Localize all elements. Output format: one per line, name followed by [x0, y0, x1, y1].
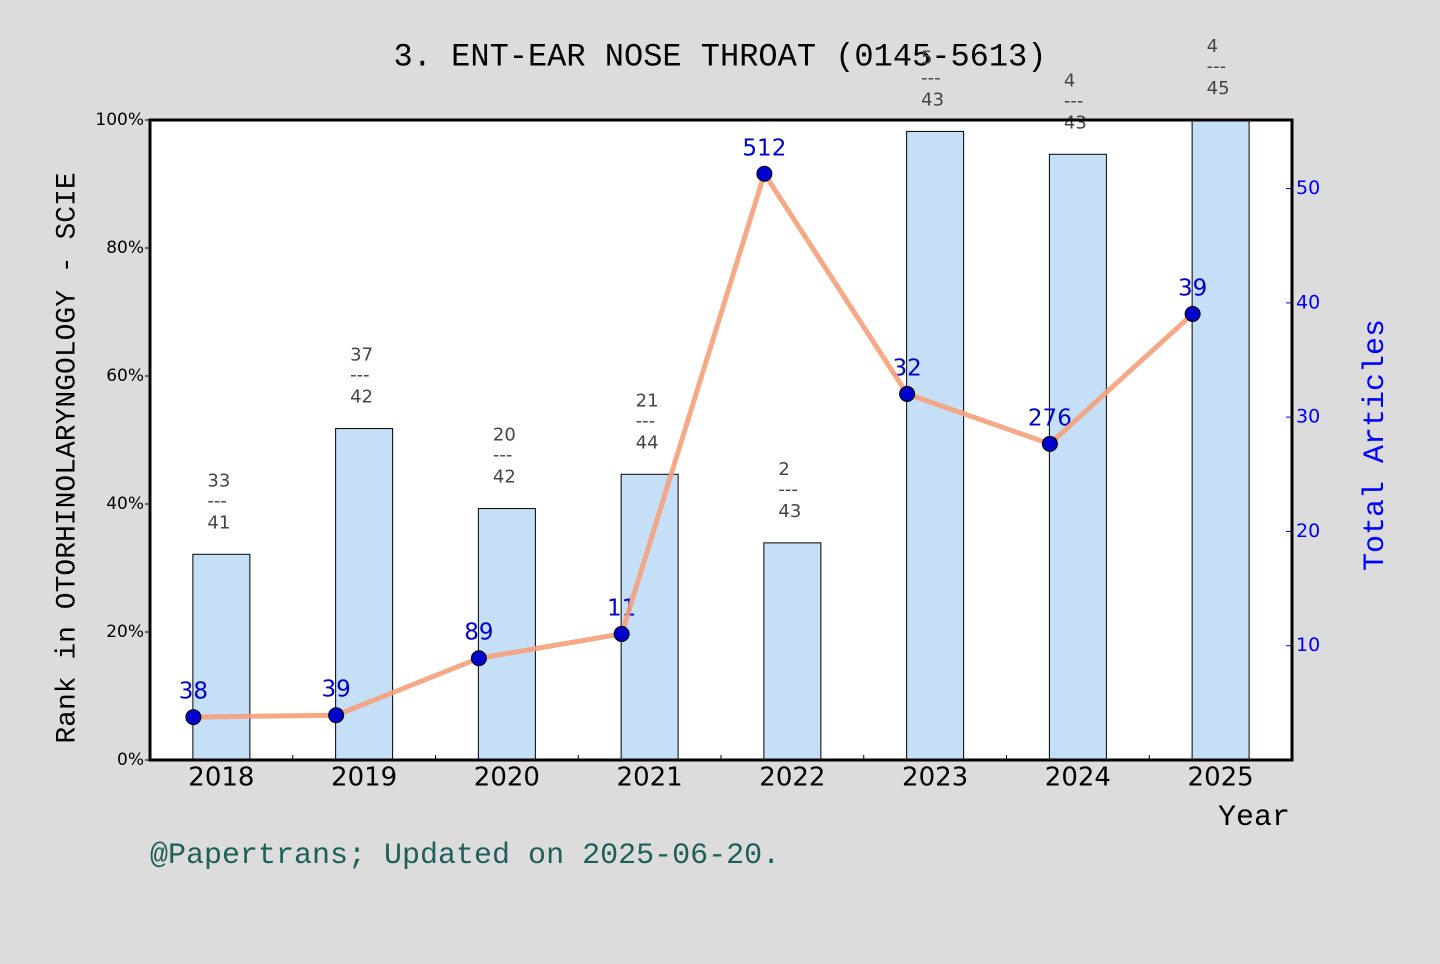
rank-label: 43	[921, 89, 944, 110]
rank-label: 42	[350, 387, 373, 408]
bar	[477, 508, 536, 761]
bar	[1048, 153, 1107, 761]
rank-label: 37	[350, 345, 373, 366]
x-tick-label: 2024	[1045, 763, 1111, 793]
point-label: 512	[742, 135, 786, 161]
y2-tick-label: 30	[1296, 406, 1320, 428]
point-label: 89	[464, 620, 493, 646]
rank-label: 43	[1064, 112, 1087, 133]
y2-axis-label: Total Articles	[1359, 319, 1393, 571]
point-label: 38	[179, 679, 208, 705]
y-tick-label: 80%	[106, 238, 144, 258]
x-tick-label: 2023	[902, 763, 968, 793]
x-tick-label: 2020	[474, 763, 540, 793]
rank-point	[1184, 305, 1201, 322]
rank-separator: ---	[493, 445, 513, 466]
x-tick-label: 2025	[1188, 763, 1254, 793]
y2-tick-label: 50	[1296, 177, 1320, 199]
plot-area	[150, 120, 1292, 760]
rank-label: 41	[207, 512, 230, 533]
plot-border	[148, 118, 1294, 762]
rank-label: 33	[207, 470, 230, 491]
rank-point	[470, 650, 487, 667]
chart-title: 3. ENT-EAR NOSE THROAT (0145-5613)	[394, 38, 1047, 75]
x-tick-label: 2021	[617, 763, 683, 793]
y-axis-label: Rank in OTORHINOLARYNGOLOGY - SCIE	[52, 172, 83, 743]
rank-separator: ---	[636, 410, 656, 431]
rank-point	[328, 707, 345, 724]
point-label: 39	[1178, 275, 1207, 301]
bar	[906, 130, 965, 761]
rank-point	[899, 385, 916, 402]
point-label: 39	[321, 677, 350, 703]
rank-point	[185, 709, 202, 726]
y2-tick-label: 40	[1296, 291, 1320, 313]
rank-label: 45	[1207, 78, 1230, 99]
rank-label: 44	[636, 432, 659, 453]
rank-separator: ---	[1064, 90, 1084, 111]
y-tick-label: 0%	[117, 750, 144, 770]
rank-line	[193, 167, 1195, 720]
bar	[763, 542, 822, 761]
rank-point	[613, 625, 630, 642]
point-label: 276	[1028, 405, 1072, 431]
y-tick-label: 60%	[106, 366, 144, 386]
rank-separator: ---	[1207, 56, 1227, 77]
rank-label: 21	[636, 390, 659, 411]
rank-point	[756, 165, 773, 182]
x-tick-label: 2018	[188, 763, 254, 793]
rank-separator: ---	[778, 479, 798, 500]
footer: @Papertrans; Updated on 2025-06-20.	[150, 839, 780, 873]
bar	[620, 473, 679, 761]
bar	[192, 553, 251, 761]
rank-label: 42	[493, 467, 516, 488]
rank-label: 4	[1207, 36, 1218, 57]
bar	[1191, 119, 1250, 761]
x-axis-label: Year	[1218, 801, 1290, 835]
y-tick-label: 40%	[106, 494, 144, 514]
rank-label: 20	[493, 425, 516, 446]
rank-point	[1041, 435, 1058, 452]
rank-label: 5	[921, 47, 932, 68]
x-tick-label: 2019	[331, 763, 397, 793]
rank-label: 43	[778, 501, 801, 522]
y2-tick-label: 20	[1296, 520, 1320, 542]
x-tick-label: 2022	[759, 763, 825, 793]
y-tick-label: 100%	[95, 110, 144, 130]
rank-separator: ---	[350, 365, 370, 386]
rank-label: 4	[1064, 70, 1075, 91]
rank-label: 2	[778, 459, 789, 480]
rank-separator: ---	[207, 490, 227, 511]
y-tick-label: 20%	[106, 622, 144, 642]
y2-tick-label: 10	[1296, 634, 1320, 656]
rank-separator: ---	[921, 67, 941, 88]
